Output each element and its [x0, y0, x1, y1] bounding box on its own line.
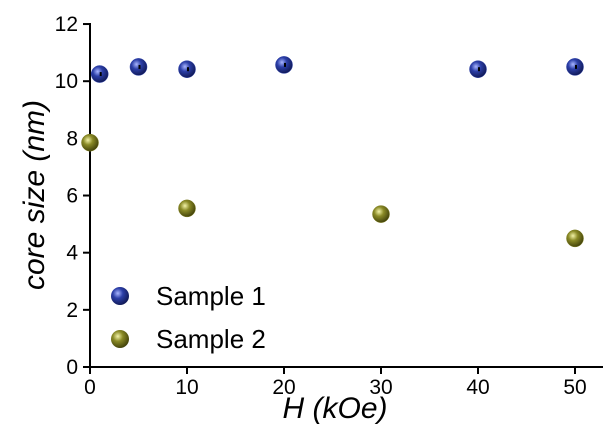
y-tick-label: 4: [66, 242, 78, 265]
data-point-sample-2: [178, 199, 196, 218]
x-tick-label: 50: [563, 376, 586, 399]
x-tick-label: 30: [369, 376, 392, 399]
x-tick-label: 0: [84, 376, 96, 399]
plot-frame: [89, 23, 603, 368]
data-points: [81, 56, 584, 248]
legend-marker-sample-2: [111, 330, 129, 348]
x-ticks: 0 10 20 30 40 50: [84, 367, 587, 399]
y-tick-label: 10: [55, 70, 78, 93]
y-ticks: 0 2 4 6 8 10 12: [55, 13, 90, 379]
y-axis-title: core size (nm): [18, 100, 51, 290]
legend: Sample 1 Sample 2: [111, 281, 266, 354]
x-axis-title-symbol: H: [282, 392, 304, 425]
y-tick-label: 12: [55, 13, 78, 36]
data-point-sample-2: [81, 133, 99, 152]
data-point-sample-2: [372, 205, 390, 223]
data-point-sample-2: [566, 229, 584, 248]
x-axis-title: H (kOe): [282, 392, 387, 425]
y-tick-label: 2: [66, 299, 78, 322]
legend-label-sample-1: Sample 1: [156, 281, 266, 311]
x-axis-title-unit: (kOe): [304, 392, 387, 425]
x-tick-label: 40: [466, 376, 489, 399]
legend-marker-sample-1: [111, 287, 129, 305]
x-tick-label: 20: [272, 376, 295, 399]
y-tick-label: 0: [66, 356, 78, 379]
y-tick-label: 6: [66, 185, 78, 208]
x-tick-label: 10: [175, 376, 198, 399]
legend-label-sample-2: Sample 2: [156, 324, 266, 354]
y-tick-label: 8: [66, 127, 78, 150]
